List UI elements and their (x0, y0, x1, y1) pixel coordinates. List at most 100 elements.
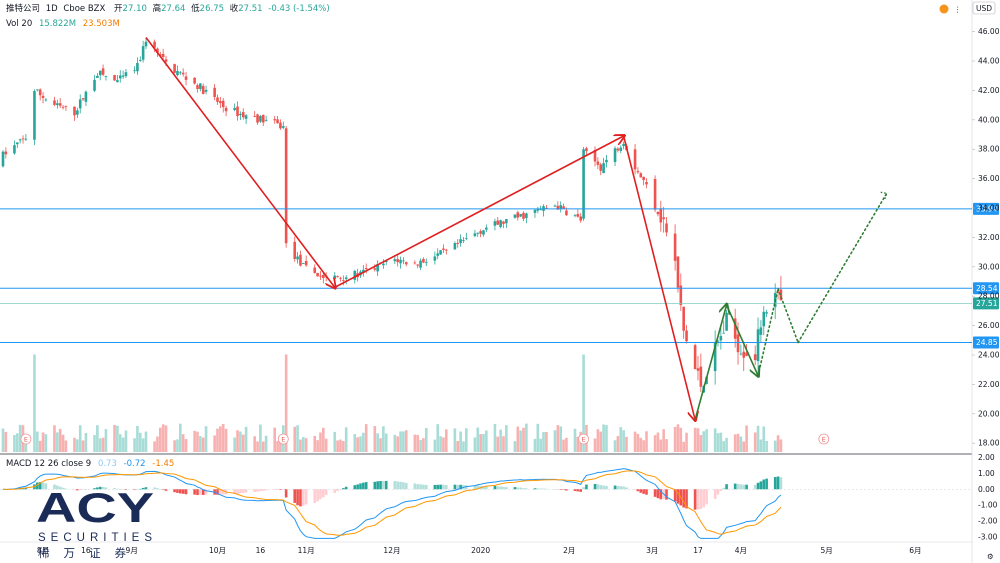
time-tick-label: 2月 (563, 546, 575, 555)
macd-histogram-bar (473, 485, 477, 490)
macd-histogram-bar (138, 488, 142, 490)
volume-bar (253, 436, 256, 452)
candle-body (41, 95, 45, 98)
volume-value: 15.822M (39, 19, 76, 29)
candle-body (736, 334, 740, 353)
currency-badge[interactable] (972, 1, 996, 15)
volume-bar (376, 433, 379, 452)
volume-bar (1, 428, 5, 452)
macd-histogram-bar (239, 489, 242, 494)
volume-bar (319, 432, 322, 452)
candle-body (576, 214, 580, 217)
macd-histogram-bar (53, 484, 56, 490)
macd-histogram-bar (456, 484, 460, 490)
more-options-icon[interactable]: ⋮ (954, 5, 962, 14)
candle-body (84, 91, 88, 102)
volume-bar (502, 436, 505, 452)
volume-bar (479, 434, 482, 452)
candle-body (241, 112, 245, 118)
exchange: Cboe BZX (63, 4, 105, 14)
volume-bar (78, 425, 82, 452)
candle-body (199, 83, 202, 90)
volume-bar (181, 434, 185, 452)
volume-bar (256, 441, 259, 452)
candle-body (216, 97, 219, 102)
macd-histogram-bar (442, 484, 445, 490)
macd-histogram-bar (779, 477, 783, 490)
macd-histogram-bar (184, 489, 188, 495)
low-value: 26.75 (200, 4, 224, 14)
green-trend-arrow (694, 305, 726, 420)
price-tick-label: 22.00 (978, 380, 1000, 389)
volume-bar (353, 434, 357, 452)
candle-body (201, 85, 205, 94)
candle-body (476, 232, 480, 234)
macd-histogram-bar (413, 483, 417, 490)
macd-histogram-bar (161, 489, 165, 490)
macd-histogram-bar (279, 489, 282, 490)
volume-bar (53, 425, 56, 452)
red-trend-arrow (145, 37, 335, 288)
volume-bar (41, 432, 45, 452)
macd-histogram-bar (36, 482, 39, 490)
macd-histogram-bar (739, 484, 743, 490)
macd-histogram-bar (433, 484, 437, 490)
candle-body (713, 342, 717, 372)
macd-histogram-bar (493, 485, 497, 490)
volume-bar (622, 430, 625, 452)
symbol-name: 推特公司 (6, 3, 40, 14)
volume-bar (16, 433, 19, 452)
volume-bar (565, 437, 568, 452)
volume-bar (264, 435, 268, 452)
candle-body (659, 208, 663, 223)
settings-gear-icon[interactable]: ⚙ (987, 552, 994, 561)
volume-bar (505, 425, 508, 452)
time-tick-label: 16 (256, 546, 266, 555)
volume-bar (545, 431, 548, 452)
macd-histogram-bar (633, 489, 637, 490)
macd-histogram-bar (38, 482, 42, 490)
candle-body (104, 76, 108, 77)
macd-histogram-bar (313, 489, 317, 503)
macd-histogram-bar (399, 481, 402, 490)
volume-bar (582, 354, 585, 452)
high-value: 27.64 (161, 4, 185, 14)
macd-histogram-bar (173, 489, 176, 493)
alert-dot-icon[interactable] (939, 4, 949, 14)
volume-bar (73, 437, 76, 452)
candle-body (261, 115, 265, 123)
volume-bar (96, 425, 99, 452)
macd-histogram-bar (196, 489, 199, 496)
price-tick-label: 40.00 (978, 115, 1000, 124)
candle-body (719, 336, 723, 341)
volume-bar (359, 436, 362, 452)
volume-bar (559, 426, 562, 452)
candle-body (662, 217, 665, 220)
volume-bar (522, 427, 525, 452)
macd-signal-value: -1.45 (152, 459, 174, 469)
macd-histogram-bar (459, 484, 462, 490)
volume-bar (296, 425, 299, 452)
candle-body (159, 54, 162, 56)
volume-bar (339, 439, 342, 452)
price-tick-label: 26.00 (978, 321, 1000, 330)
macd-histogram-bar (725, 484, 728, 490)
macd-histogram-bar (393, 481, 397, 490)
candle-body (342, 280, 345, 281)
volume-bar (18, 424, 22, 452)
macd-histogram-bar (516, 487, 520, 490)
macd-histogram-bar (665, 489, 668, 500)
price-tick-label: 46.00 (978, 27, 1000, 36)
open-value: 27.10 (123, 4, 147, 14)
volume-bar (344, 427, 348, 452)
volume-bar (93, 435, 96, 452)
macd-histogram-bar (439, 484, 442, 490)
candle-body (336, 276, 339, 278)
volume-bar (713, 428, 717, 452)
candle-body (299, 254, 302, 266)
macd-histogram-bar (193, 489, 196, 495)
candle-body (96, 75, 99, 78)
candle-body (593, 150, 597, 162)
macd-histogram-bar (353, 485, 357, 490)
volume-bar (259, 424, 262, 452)
